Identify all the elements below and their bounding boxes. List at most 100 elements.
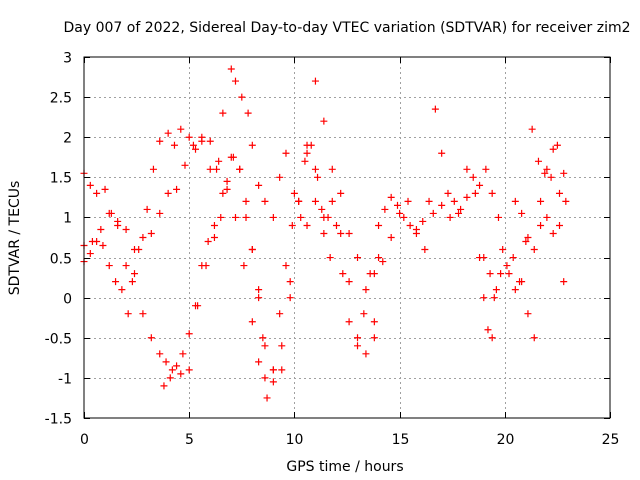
data-point: [320, 229, 328, 237]
data-point: [396, 209, 404, 217]
data-point: [488, 334, 496, 342]
x-tick-label: 10: [286, 432, 304, 448]
data-point: [206, 165, 214, 173]
data-point: [276, 173, 284, 181]
data-point: [463, 193, 471, 201]
data-point: [311, 165, 319, 173]
data-point: [429, 209, 437, 217]
data-point: [303, 149, 311, 157]
data-point: [528, 125, 536, 133]
data-point: [255, 294, 263, 302]
data-point: [476, 181, 484, 189]
data-point: [354, 334, 362, 342]
data-point: [255, 286, 263, 294]
data-point: [328, 165, 336, 173]
data-point: [492, 286, 500, 294]
data-point: [206, 137, 214, 145]
series-track-h: [490, 125, 568, 302]
data-point: [248, 318, 256, 326]
data-point: [549, 145, 557, 153]
data-point: [185, 366, 193, 374]
data-point: [362, 350, 370, 358]
series-track-b: [80, 77, 378, 382]
data-point: [406, 221, 414, 229]
y-tick-label: 1: [63, 211, 72, 227]
data-point: [314, 173, 322, 181]
data-point: [490, 294, 498, 302]
data-point: [143, 205, 151, 213]
data-point: [173, 362, 181, 370]
data-point: [166, 374, 174, 382]
data-point: [345, 229, 353, 237]
data-point: [370, 334, 378, 342]
data-point: [362, 286, 370, 294]
x-tick-label: 25: [602, 432, 620, 448]
data-point: [240, 262, 248, 270]
data-point: [446, 213, 454, 221]
data-points: [80, 65, 570, 402]
data-point: [301, 157, 309, 165]
data-point: [231, 77, 239, 85]
data-point: [379, 258, 387, 266]
data-point: [278, 342, 286, 350]
data-point: [345, 318, 353, 326]
data-point: [290, 189, 298, 197]
data-point: [269, 378, 277, 386]
series-track-e: [375, 105, 502, 233]
data-point: [562, 197, 570, 205]
data-point: [177, 370, 185, 378]
y-tick-label: -0.5: [45, 332, 72, 348]
data-point: [189, 141, 197, 149]
data-point: [210, 234, 218, 241]
data-point: [210, 221, 218, 229]
data-point: [505, 270, 513, 278]
data-point: [320, 117, 328, 125]
data-point: [486, 270, 494, 278]
data-point: [156, 350, 164, 358]
data-point: [480, 294, 488, 302]
data-point: [278, 366, 286, 374]
series-track-a: [80, 65, 383, 350]
data-point: [223, 185, 231, 193]
data-point: [438, 149, 446, 157]
data-point: [97, 225, 105, 233]
data-point: [229, 153, 237, 161]
data-point: [370, 318, 378, 326]
y-tick-label: -1: [58, 372, 72, 388]
data-point: [469, 173, 477, 181]
data-point: [421, 246, 429, 254]
data-point: [560, 278, 568, 286]
data-point: [530, 246, 538, 254]
y-tick-label: 1.5: [50, 171, 72, 187]
data-point: [419, 217, 427, 225]
y-tick-label: 3: [63, 51, 72, 67]
data-point: [328, 197, 336, 205]
data-point: [337, 229, 345, 237]
data-point: [238, 93, 246, 101]
data-point: [248, 246, 256, 254]
data-point: [337, 189, 345, 197]
data-point: [524, 234, 532, 241]
data-point: [543, 165, 551, 173]
data-point: [518, 209, 526, 217]
data-point: [130, 246, 138, 254]
x-tick-label: 20: [497, 432, 515, 448]
data-point: [219, 189, 227, 197]
data-point: [185, 330, 193, 338]
data-point: [311, 77, 319, 85]
data-point: [482, 165, 490, 173]
data-point: [530, 334, 538, 342]
data-point: [471, 189, 479, 197]
data-point: [556, 189, 564, 197]
y-tick-label: 2.5: [50, 91, 72, 107]
data-point: [192, 302, 200, 310]
data-point: [244, 109, 252, 117]
data-point: [311, 197, 319, 205]
data-point: [263, 394, 271, 402]
data-point: [261, 342, 269, 350]
chart-title: Day 007 of 2022, Sidereal Day-to-day VTE…: [64, 20, 631, 36]
data-point: [223, 177, 231, 185]
data-point: [387, 234, 395, 241]
data-point: [438, 201, 446, 209]
